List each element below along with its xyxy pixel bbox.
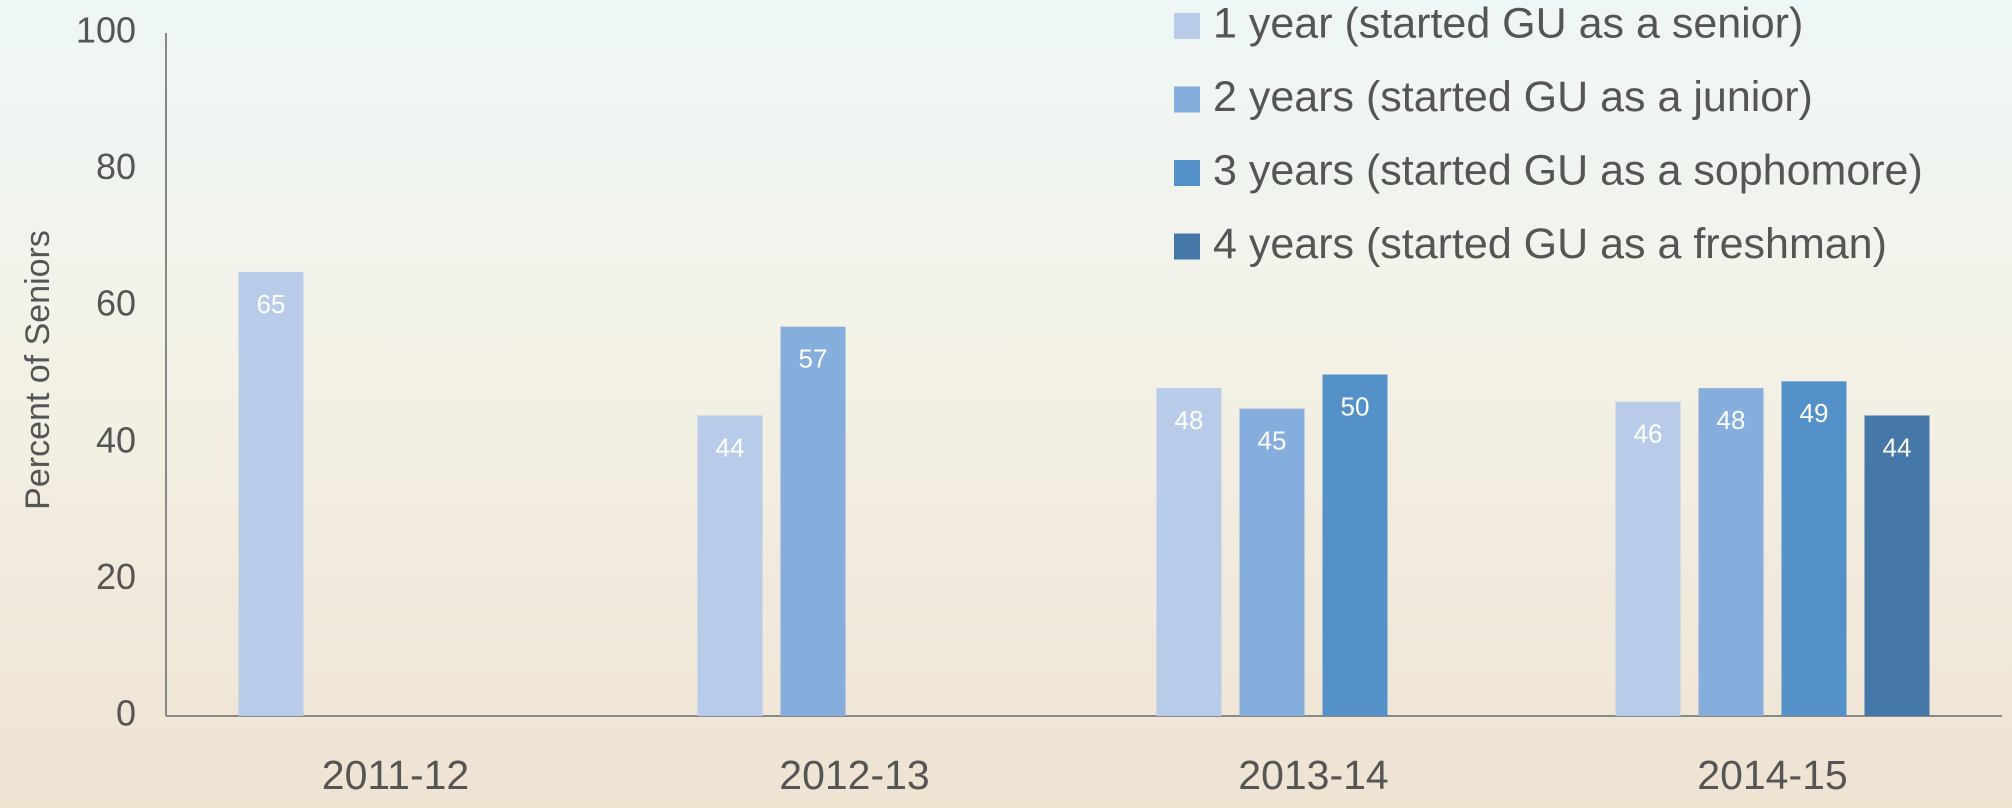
bar (1239, 408, 1305, 716)
y-tick-label: 100 (76, 10, 136, 51)
y-tick-label: 60 (96, 283, 136, 324)
legend-label: 1 year (started GU as a senior) (1213, 0, 1803, 47)
data-label: 48 (1175, 405, 1204, 435)
bar (697, 415, 763, 716)
y-tick-label: 80 (96, 146, 136, 187)
bar (1615, 401, 1681, 716)
data-label: 44 (1883, 432, 1912, 462)
data-label: 57 (799, 344, 828, 374)
legend-swatch (1174, 13, 1200, 39)
y-tick-label: 20 (96, 556, 136, 597)
y-axis-label: Percent of Seniors (19, 230, 57, 510)
x-tick-label: 2012-13 (779, 752, 929, 798)
data-label: 48 (1717, 405, 1746, 435)
legend-swatch (1174, 86, 1200, 113)
data-label: 50 (1341, 391, 1370, 421)
legend-label: 3 years (started GU as a sophomore) (1213, 146, 1923, 194)
legend-swatch (1174, 160, 1200, 186)
x-tick-label: 2014-15 (1697, 752, 1847, 798)
x-tick-label: 2013-14 (1238, 752, 1388, 798)
y-tick-label: 0 (116, 693, 136, 734)
bar (1156, 388, 1222, 716)
x-tick-label: 2011-12 (322, 752, 469, 798)
data-label: 45 (1258, 426, 1287, 456)
bar (1781, 381, 1847, 716)
legend-label: 4 years (started GU as a freshman) (1213, 220, 1887, 268)
bar (1322, 374, 1388, 716)
data-label: 44 (716, 432, 745, 462)
legend-swatch (1174, 233, 1200, 260)
bar (1864, 415, 1930, 716)
data-label: 49 (1800, 398, 1829, 428)
bar (780, 326, 846, 716)
bar (1698, 388, 1764, 716)
data-label: 65 (257, 289, 286, 319)
y-tick-label: 40 (96, 419, 136, 460)
legend-label: 2 years (started GU as a junior) (1213, 73, 1813, 121)
bar (238, 272, 304, 716)
data-label: 46 (1634, 419, 1663, 449)
